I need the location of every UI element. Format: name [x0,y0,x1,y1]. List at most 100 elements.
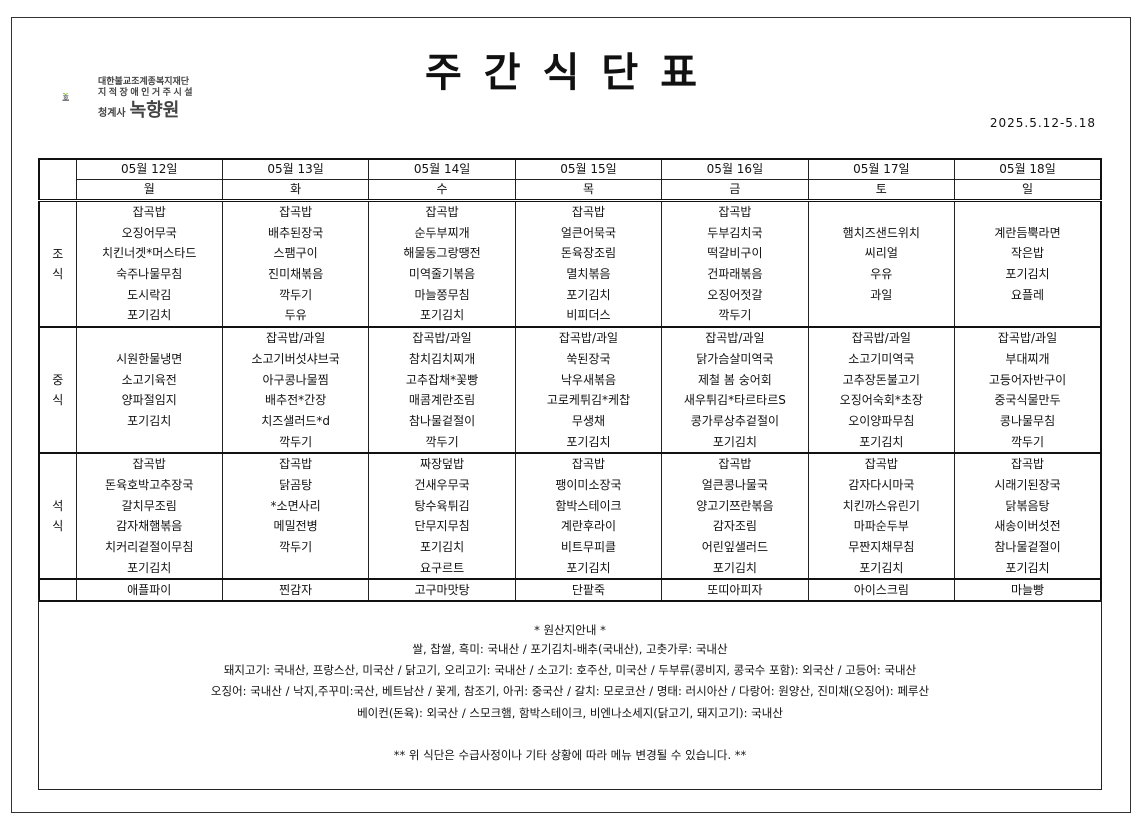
snack-label-cell [38,578,77,603]
menu-item [955,202,1100,223]
notes-line: 베이컨(돈육): 외국산 / 스모크햄, 함박스테이크, 비엔나소세지(닭고기,… [357,706,783,720]
menu-item: 낙우새볶음 [560,372,617,387]
menu-item: 잡곡밥 [132,457,166,472]
org-foundation: 대한불교조계종복지재단 [98,77,190,87]
menu-cell: 잡곡밥 시래기된장국 닭볶음탕 새송이버섯전 참나물겉절이 포기김치 [954,452,1103,580]
notes-heading: * 원산지안내 * [534,623,606,637]
menu-item: 숙주나물무침 [116,267,183,282]
date-header-row: 05월 12일 05월 13일 05월 14일 05월 15일 05월 16일 05월 1… [38,158,1103,202]
weekly-menu-table: 05월 12일 05월 13일 05월 14일 05월 15일 05월 16일 05월 1… [38,158,1103,603]
menu-item: 순두부찌개 [414,225,470,240]
menu-item: 포기김치 [566,434,611,449]
weekday-cell: 일 [954,179,1103,202]
menu-cell: 잡곡밥/과일 소고기미역국 고추장돈불고기 오징어숙회*초장 오이양파무침 포기김치 [807,326,956,454]
menu-item: 감자채햄볶음 [116,519,183,534]
notes-line: 오징어: 국내산 / 낙지,주꾸미:국산, 베트남산 / 꽃게, 참조기, 아귀… [210,684,930,698]
menu-item: 요플레 [1010,287,1045,302]
menu-item: 스팸구이 [273,246,318,261]
menu-item: 도시락김 [127,287,172,302]
menu-item: 새우튀김*타르타르S [683,393,786,408]
menu-item: 건새우무국 [414,477,470,492]
weekday-cell: 금 [661,179,809,202]
menu-item: 고추잡채*꽃빵 [405,372,479,387]
menu-cell: 시원한물냉면 소고기육전 양파절임지 포기김치 [75,326,223,454]
menu-item: 햄치즈샌드위치 [842,225,920,240]
menu-cell: 잡곡밥 두부김치국 떡갈비구이 건파래볶음 오징어젓갈 깍두기 [661,199,809,328]
menu-item: 제철 봄 숭어회 [697,372,772,387]
menu-item: 잡곡밥 [132,205,166,219]
menu-item: 잡곡밥/과일 [412,331,472,346]
meal-row: 조 식 잡곡밥 오징어무국 치킨너겟*머스타드 숙주나물무침 도시락김 포기김치 잡곡밥 배추된장… [38,199,1103,328]
menu-item: 포기김치 [566,560,611,575]
menu-item: *소면사리 [270,498,321,513]
menu-item: 소고기육전 [121,372,177,387]
menu-item: 잡곡밥/과일 [851,331,911,346]
menu-item: 참나물겉절이 [994,540,1061,554]
snack-cell: 아이스크림 [807,578,956,603]
menu-item: 포기김치 [1005,560,1050,575]
menu-cell: 잡곡밥/과일 부대찌개 고등어자반구이 중국식물만두 콩나물무침 깍두기 [954,326,1103,454]
menu-item: 양파절임지 [121,393,177,408]
origin-notes: * 원산지안내 * 쌀, 찹쌀, 흑미: 국내산 / 포기김치-배추(국내산),… [38,598,1102,790]
menu-item: 시래기된장국 [994,477,1061,492]
menu-item: 포기김치 [127,308,172,323]
menu-item: 포기김치 [712,434,757,449]
menu-cell: 햄치즈샌드위치 씨리얼 우유 과일 [807,199,956,328]
menu-item: 소고기미역국 [848,351,915,366]
menu-item: 계란듬뿍라면 [994,225,1061,240]
menu-item: 과일 [870,287,893,302]
menu-item: 해물동그랑땡전 [403,246,481,261]
menu-item: 진미채볶음 [268,267,324,282]
date-cell: 05월 12일 [75,158,223,180]
notes-line: 쌀, 찹쌀, 흑미: 국내산 / 포기김치-배추(국내산), 고춧가루: 국내산 [412,642,728,656]
menu-cell: 잡곡밥 순두부찌개 해물동그랑땡전 미역줄기볶음 마늘쫑무침 포기김치 [368,199,516,328]
menu-item: 잡곡밥 [1010,457,1045,472]
weekday-cell: 수 [368,179,516,202]
date-cell: 05월 17일 [807,158,956,180]
menu-item: 참나물겉절이 [408,413,476,428]
menu-item: 얼큰어묵국 [560,225,617,240]
menu-item: 비피더스 [566,308,611,323]
menu-item [77,432,222,453]
snack-cell: 애플파이 [75,578,223,603]
snack-row: 애플파이 찐감자 고구마맛탕 단팥죽 또띠아피자 아이스크림 마늘빵 [38,578,1103,603]
menu-item: 오징어젓갈 [707,287,763,302]
corner-cell [38,158,77,202]
menu-item: 함박스테이크 [555,498,622,513]
meal-label-char: 조 [52,247,64,262]
menu-item: 배추된장국 [268,225,324,240]
menu-item: 오이양파무침 [848,413,915,428]
weekday-cell: 토 [807,179,956,202]
menu-item: 비트무피클 [560,540,617,554]
menu-item: 잡곡밥 [718,205,752,219]
menu-item: 새송이버섯전 [994,519,1061,534]
menu-item: 감자다시마국 [848,477,915,492]
menu-item: 치커리겉절이무침 [105,540,194,554]
meal-label-char: 식 [52,393,64,408]
snack-cell: 고구마맛탕 [368,578,516,603]
menu-item: 오징어숙회*초장 [839,393,923,408]
menu-item: 치즈샐러드*d [261,413,331,428]
menu-cell: 잡곡밥/과일 참치김치찌개 고추잡채*꽃빵 매콤계란조림 참나물겉절이 깍두기 [368,326,516,454]
menu-cell: 잡곡밥/과일 소고기버섯샤브국 아구콩나물찜 배추전*간장 치즈샐러드*d 깍두기 [221,326,370,454]
menu-item: 닭가슴살미역국 [696,351,774,366]
snack-cell: 단팥죽 [514,578,663,603]
menu-cell: 짜장덮밥 건새우무국 탕수육튀김 단무지무침 포기김치 요구르트 [368,452,516,580]
date-cell: 05월 13일 [221,158,370,180]
page-title: 주간식단표 [425,50,719,96]
weekday-cell: 화 [221,179,370,202]
menu-item: 참치김치찌개 [408,351,476,366]
menu-item: 잡곡밥 [571,457,606,472]
menu-cell: 잡곡밥 얼큰어묵국 돈육장조림 멸치볶음 포기김치 비피더스 [514,199,663,328]
menu-item: 잡곡밥/과일 [558,331,619,346]
notes-line: 돼지고기: 국내산, 프랑스산, 미국산 / 닭고기, 오리고기: 국내산 / … [223,663,917,677]
menu-cell: 잡곡밥/과일 닭가슴살미역국 제철 봄 숭어회 새우튀김*타르타르S 콩가루상추겉절이 포… [661,326,809,454]
date-range: 2025.5.12-5.18 [989,116,1096,130]
menu-item [223,558,368,579]
menu-item: 무짠지채무침 [848,540,915,554]
menu-item: 고로케튀김*케찹 [546,393,631,408]
menu-item: 포기김치 [419,308,465,323]
snack-cell: 찐감자 [221,578,370,603]
